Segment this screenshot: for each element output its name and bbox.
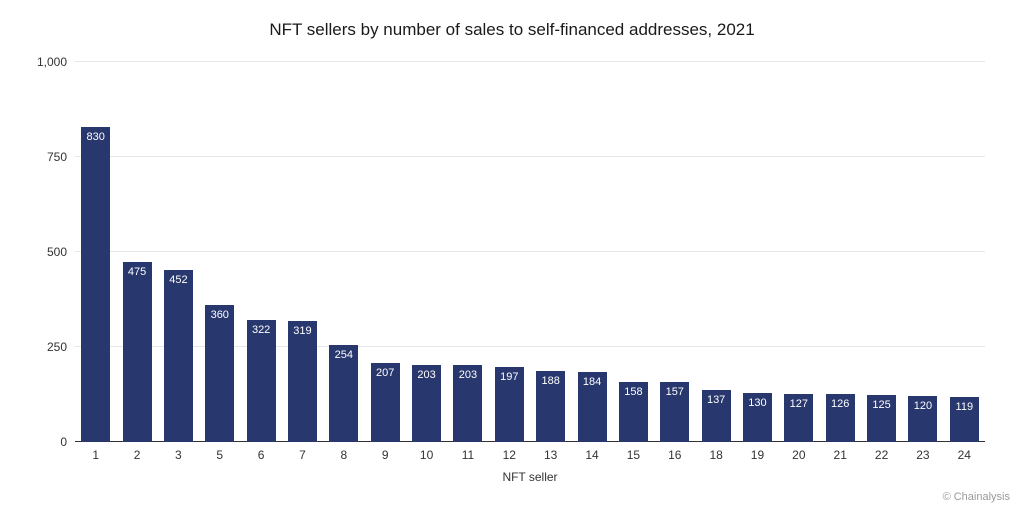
bar-slot: 15716 xyxy=(654,62,695,442)
bar-value-label: 188 xyxy=(541,375,559,387)
bar-value-label: 119 xyxy=(956,401,974,413)
bar-slot: 18414 xyxy=(571,62,612,442)
bar: 184 xyxy=(578,372,607,442)
bar-slot: 3197 xyxy=(282,62,323,442)
bar-value-label: 319 xyxy=(293,325,311,337)
bar: 452 xyxy=(164,270,193,442)
bar-slot: 2548 xyxy=(323,62,364,442)
bar-slot: 15815 xyxy=(613,62,654,442)
bar-slot: 3605 xyxy=(199,62,240,442)
bar: 137 xyxy=(702,390,731,442)
bar-value-label: 254 xyxy=(335,349,353,361)
bar: 207 xyxy=(371,363,400,442)
bar: 120 xyxy=(908,396,937,442)
bar-value-label: 125 xyxy=(872,399,890,411)
bar-value-label: 203 xyxy=(417,369,435,381)
x-tick-label: 6 xyxy=(258,448,265,462)
bar-value-label: 158 xyxy=(624,386,642,398)
y-tick-label: 750 xyxy=(47,150,67,164)
y-tick-label: 500 xyxy=(47,245,67,259)
bar-slot: 12621 xyxy=(820,62,861,442)
x-tick-label: 8 xyxy=(341,448,348,462)
x-tick-label: 7 xyxy=(299,448,306,462)
x-tick-label: 11 xyxy=(462,448,474,462)
x-tick-label: 2 xyxy=(134,448,141,462)
bar-slot: 11924 xyxy=(944,62,985,442)
bar: 188 xyxy=(536,371,565,442)
bar-slot: 4752 xyxy=(116,62,157,442)
x-tick-label: 24 xyxy=(958,448,971,462)
bar-slot: 18813 xyxy=(530,62,571,442)
x-tick-label: 18 xyxy=(709,448,722,462)
bar-value-label: 157 xyxy=(666,386,684,398)
bar-value-label: 207 xyxy=(376,367,394,379)
x-tick-label: 9 xyxy=(382,448,389,462)
x-tick-label: 5 xyxy=(216,448,223,462)
bar-value-label: 120 xyxy=(914,400,932,412)
bar-value-label: 184 xyxy=(583,376,601,388)
bar-value-label: 452 xyxy=(169,274,187,286)
y-tick-label: 1,000 xyxy=(37,55,67,69)
x-tick-label: 23 xyxy=(916,448,929,462)
bar: 322 xyxy=(247,320,276,442)
bar-slot: 13718 xyxy=(695,62,736,442)
x-tick-label: 10 xyxy=(420,448,433,462)
bar: 319 xyxy=(288,321,317,442)
x-tick-label: 3 xyxy=(175,448,182,462)
x-tick-label: 21 xyxy=(834,448,847,462)
bar-slot: 19712 xyxy=(489,62,530,442)
x-tick-label: 20 xyxy=(792,448,805,462)
bar-value-label: 127 xyxy=(790,398,808,410)
bar: 158 xyxy=(619,382,648,442)
y-tick-label: 0 xyxy=(60,435,67,449)
x-tick-label: 19 xyxy=(751,448,764,462)
bar: 157 xyxy=(660,382,689,442)
bar: 130 xyxy=(743,393,772,442)
bar: 360 xyxy=(205,305,234,442)
x-tick-label: 13 xyxy=(544,448,557,462)
bar-value-label: 360 xyxy=(211,309,229,321)
x-tick-label: 14 xyxy=(585,448,598,462)
chart-plot-area: 02505007501,000 830147524523360532263197… xyxy=(75,62,985,442)
bar-value-label: 475 xyxy=(128,266,146,278)
bar-slot: 12023 xyxy=(902,62,943,442)
bar-value-label: 322 xyxy=(252,324,270,336)
bar: 126 xyxy=(826,394,855,442)
bar-value-label: 203 xyxy=(459,369,477,381)
bar-value-label: 126 xyxy=(831,398,849,410)
x-tick-label: 22 xyxy=(875,448,888,462)
bar: 127 xyxy=(784,394,813,442)
bar-value-label: 830 xyxy=(86,131,104,143)
bars-container: 8301475245233605322631972548207920310203… xyxy=(75,62,985,442)
bar: 125 xyxy=(867,395,896,443)
bar: 119 xyxy=(950,397,979,442)
bar-value-label: 137 xyxy=(707,394,725,406)
bar: 203 xyxy=(412,365,441,442)
bar-slot: 20310 xyxy=(406,62,447,442)
bar: 254 xyxy=(329,345,358,442)
bar-slot: 4523 xyxy=(158,62,199,442)
bar-slot: 8301 xyxy=(75,62,116,442)
x-tick-label: 12 xyxy=(503,448,516,462)
attribution-text: © Chainalysis xyxy=(943,491,1010,503)
bar: 475 xyxy=(123,262,152,443)
x-tick-label: 1 xyxy=(92,448,99,462)
bar-slot: 12720 xyxy=(778,62,819,442)
bar-value-label: 197 xyxy=(500,371,518,383)
bar-value-label: 130 xyxy=(748,397,766,409)
bar-slot: 2079 xyxy=(365,62,406,442)
bar: 203 xyxy=(453,365,482,442)
bar: 830 xyxy=(81,127,110,442)
y-tick-label: 250 xyxy=(47,340,67,354)
bar-slot: 20311 xyxy=(447,62,488,442)
bar: 197 xyxy=(495,367,524,442)
bar-slot: 13019 xyxy=(737,62,778,442)
chart-title: NFT sellers by number of sales to self-f… xyxy=(0,20,1024,40)
bar-slot: 12522 xyxy=(861,62,902,442)
x-axis-title: NFT seller xyxy=(502,470,557,484)
x-tick-label: 15 xyxy=(627,448,640,462)
x-tick-label: 16 xyxy=(668,448,681,462)
bar-slot: 3226 xyxy=(240,62,281,442)
